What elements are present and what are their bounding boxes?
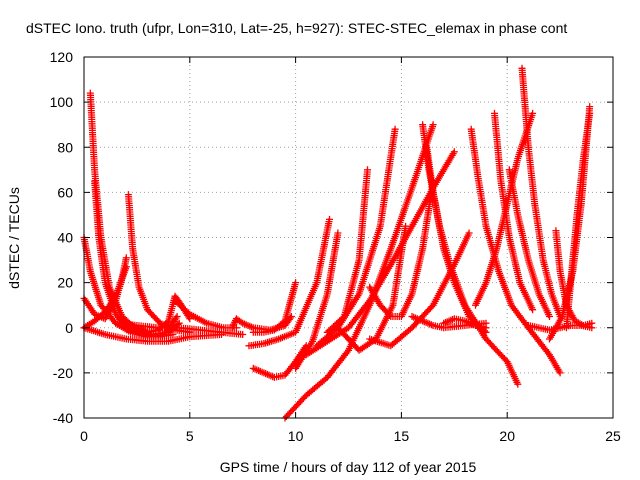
series-markers	[423, 143, 490, 336]
y-tick-label: 0	[65, 320, 73, 336]
x-tick-label: 0	[80, 428, 88, 444]
series-markers	[366, 177, 437, 320]
chart-title: dSTEC Iono. truth (ufpr, Lon=310, Lat=-2…	[26, 20, 567, 36]
series-26	[440, 315, 490, 332]
y-tick-label: 20	[57, 275, 73, 291]
series-markers	[249, 279, 300, 336]
x-tick-label: 25	[605, 428, 621, 444]
x-tick-labels: 0 5 10 15 20 25	[80, 428, 621, 444]
x-tick-label: 5	[186, 428, 194, 444]
series-markers	[491, 109, 537, 314]
series-markers	[91, 177, 177, 341]
y-tick-label: 80	[57, 139, 73, 155]
series-markers	[419, 121, 522, 388]
series-34	[546, 103, 594, 343]
series-35	[524, 322, 596, 334]
grid-lines	[84, 57, 613, 418]
series-31	[472, 109, 537, 309]
series-markers	[524, 322, 596, 334]
x-tick-label: 15	[394, 428, 410, 444]
y-tick-label: -20	[53, 365, 73, 381]
series-markers	[472, 109, 537, 309]
x-tick-label: 10	[288, 428, 304, 444]
series-markers	[281, 121, 437, 422]
x-axis-title: GPS time / hours of day 112 of year 2015	[220, 459, 477, 475]
series-15	[281, 121, 437, 422]
y-tick-label: 60	[57, 184, 73, 200]
series-13	[249, 342, 310, 381]
series-markers	[124, 191, 194, 336]
series-12	[249, 279, 300, 336]
series-markers	[112, 319, 247, 338]
series-markers	[323, 166, 371, 336]
series-3	[91, 177, 177, 341]
series-markers	[249, 342, 310, 381]
series-19	[323, 166, 371, 336]
series-markers	[334, 222, 410, 354]
series-7	[124, 191, 194, 336]
series-markers	[292, 229, 342, 372]
series-markers	[245, 215, 333, 350]
y-tick-label: -40	[53, 410, 73, 426]
y-tick-label: 100	[50, 94, 74, 110]
series-markers	[440, 315, 490, 332]
data-points	[80, 64, 596, 422]
series-9	[112, 319, 247, 338]
series-28	[491, 109, 537, 314]
axis-ticks	[83, 56, 614, 419]
series-20	[334, 222, 410, 354]
series-markers	[546, 103, 594, 343]
y-tick-labels: -40 -20 0 20 40 60 80 100 120	[50, 49, 74, 426]
x-tick-label: 20	[499, 428, 515, 444]
series-23	[419, 121, 522, 388]
series-22	[366, 177, 437, 320]
y-axis-title: dSTEC / TECUs	[6, 187, 22, 289]
y-tick-label: 120	[50, 49, 74, 65]
series-24	[423, 143, 490, 336]
y-tick-label: 40	[57, 230, 73, 246]
series-16	[292, 229, 342, 372]
series-14	[245, 215, 333, 350]
